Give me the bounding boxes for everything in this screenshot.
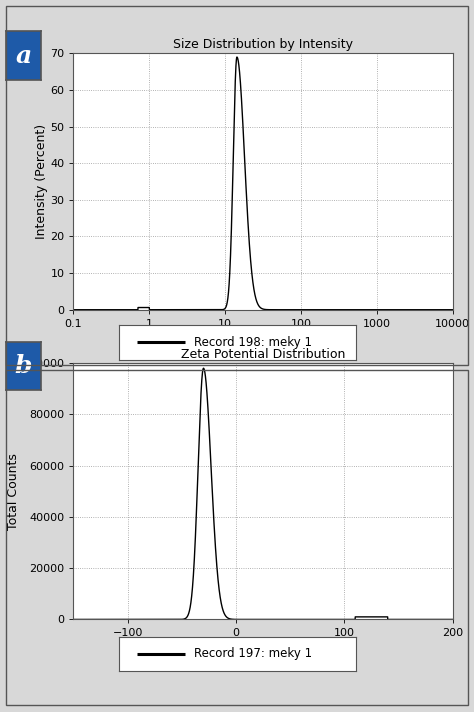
Title: Size Distribution by Intensity: Size Distribution by Intensity xyxy=(173,38,353,51)
Y-axis label: Intensity (Percent): Intensity (Percent) xyxy=(35,124,47,239)
X-axis label: Size (d.nm): Size (d.nm) xyxy=(228,332,299,345)
Y-axis label: Total Counts: Total Counts xyxy=(7,453,19,530)
Text: Record 198: meky 1: Record 198: meky 1 xyxy=(194,336,312,349)
Text: Record 197: meky 1: Record 197: meky 1 xyxy=(194,647,312,660)
Title: Zeta Potential Distribution: Zeta Potential Distribution xyxy=(181,347,345,360)
Text: b: b xyxy=(15,354,32,378)
X-axis label: Apparent Zeta Potential (mV): Apparent Zeta Potential (mV) xyxy=(172,642,355,654)
Text: a: a xyxy=(15,43,32,68)
